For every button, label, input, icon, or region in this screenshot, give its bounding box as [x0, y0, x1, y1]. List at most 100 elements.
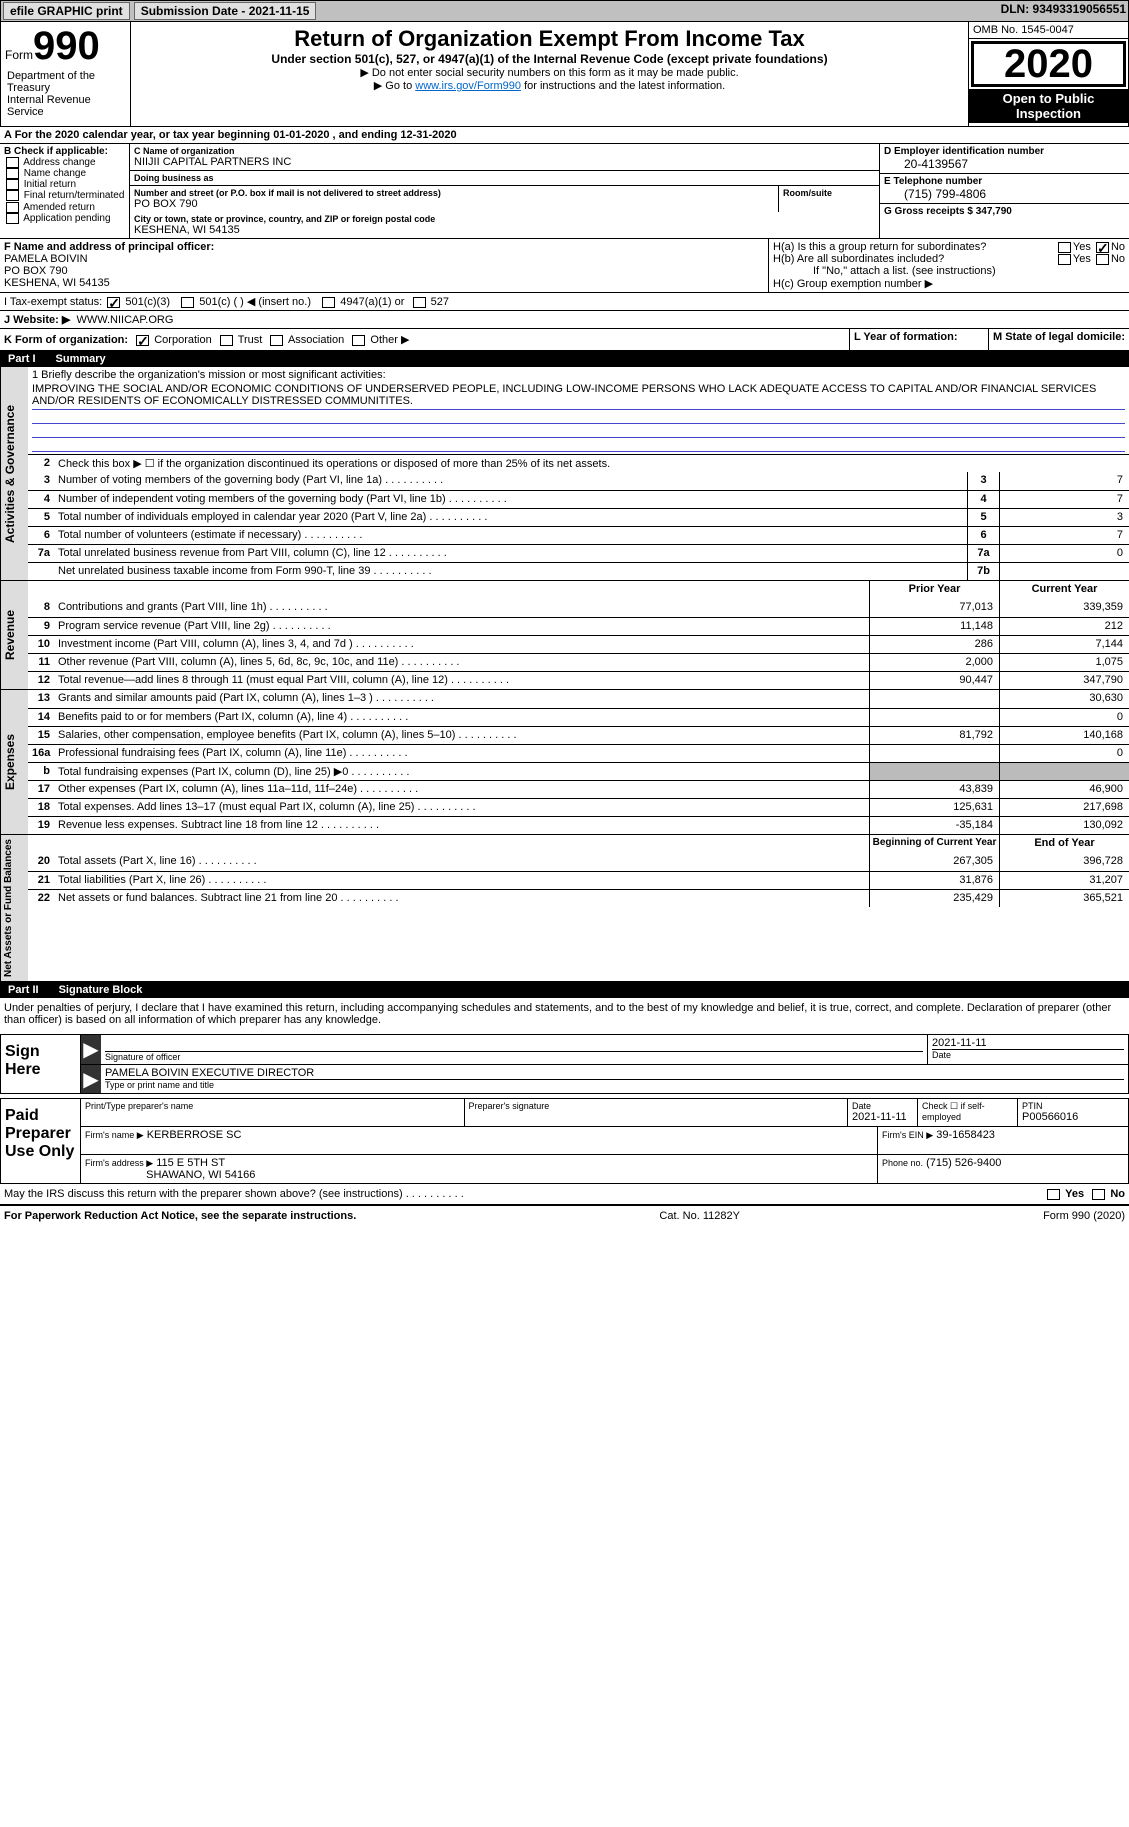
org-name: NIIJII CAPITAL PARTNERS INC — [134, 156, 875, 168]
cb-other[interactable] — [352, 335, 365, 346]
discuss-row: May the IRS discuss this return with the… — [0, 1184, 1129, 1205]
table-row: 16a Professional fundraising fees (Part … — [28, 744, 1129, 762]
end-year-header: End of Year — [999, 835, 1129, 853]
form-org-label: K Form of organization: — [4, 334, 128, 346]
phone-label: E Telephone number — [884, 176, 1125, 187]
block-b-c-d: B Check if applicable: Address change Na… — [0, 144, 1129, 239]
block-d: D Employer identification number 20-4139… — [879, 144, 1129, 238]
cb-trust[interactable] — [220, 335, 233, 346]
firm-addr2: SHAWANO, WI 54166 — [146, 1169, 255, 1181]
firm-phone: (715) 526-9400 — [926, 1157, 1001, 1169]
block-f: F Name and address of principal officer:… — [0, 239, 769, 292]
table-row: 13 Grants and similar amounts paid (Part… — [28, 690, 1129, 708]
revenue-side: Revenue — [0, 581, 28, 689]
row-k: K Form of organization: Corporation Trus… — [0, 329, 1129, 351]
tax-year: 2020 — [971, 41, 1126, 87]
city-label: City or town, state or province, country… — [134, 214, 875, 224]
table-row: Net unrelated business taxable income fr… — [28, 562, 1129, 580]
firm-ein-label: Firm's EIN ▶ — [882, 1130, 933, 1140]
paid-preparer-section: Paid Preparer Use Only Print/Type prepar… — [0, 1098, 1129, 1184]
table-row: 8 Contributions and grants (Part VIII, l… — [28, 599, 1129, 617]
officer-name: PAMELA BOIVIN — [4, 253, 764, 265]
discuss-label: May the IRS discuss this return with the… — [4, 1188, 464, 1200]
table-row: 3 Number of voting members of the govern… — [28, 472, 1129, 490]
year-formation-label: L Year of formation: — [854, 331, 958, 343]
dln: DLN: 93493319056551 — [1001, 2, 1126, 20]
expenses-section: Expenses 13 Grants and similar amounts p… — [0, 690, 1129, 835]
irs-link[interactable]: www.irs.gov/Form990 — [415, 80, 521, 92]
table-row: 9 Program service revenue (Part VIII, li… — [28, 617, 1129, 635]
sign-here-label: Sign Here — [1, 1035, 81, 1093]
footer: For Paperwork Reduction Act Notice, see … — [0, 1205, 1129, 1226]
hc-label: H(c) Group exemption number ▶ — [773, 277, 1125, 290]
city: KESHENA, WI 54135 — [134, 224, 875, 236]
blank-line — [32, 410, 1125, 424]
table-row: 20 Total assets (Part X, line 16) 267,30… — [28, 853, 1129, 871]
org-name-label: C Name of organization — [134, 146, 875, 156]
netassets-section: Net Assets or Fund Balances Beginning of… — [0, 835, 1129, 982]
table-row: 10 Investment income (Part VIII, column … — [28, 635, 1129, 653]
revenue-header: Prior Year Current Year — [28, 581, 1129, 599]
ein-label: D Employer identification number — [884, 146, 1125, 157]
part1-title: Summary — [56, 353, 106, 365]
cb-initial-return[interactable]: Initial return — [4, 179, 125, 190]
row-f-h: F Name and address of principal officer:… — [0, 239, 1129, 293]
cb-501c[interactable] — [181, 297, 194, 308]
state-domicile-label: M State of legal domicile: — [993, 331, 1125, 343]
hb-label: H(b) Are all subordinates included? — [773, 253, 944, 265]
cb-4947[interactable] — [322, 297, 335, 308]
street: PO BOX 790 — [134, 198, 774, 210]
table-row: 17 Other expenses (Part IX, column (A), … — [28, 780, 1129, 798]
sign-date-label: Date — [932, 1049, 1124, 1060]
cb-association[interactable] — [270, 335, 283, 346]
governance-side: Activities & Governance — [0, 367, 28, 580]
cb-discuss-yes[interactable] — [1047, 1189, 1060, 1200]
penalties-text: Under penalties of perjury, I declare th… — [0, 998, 1129, 1030]
dba-label: Doing business as — [134, 173, 875, 183]
self-employed-label: Check ☐ if self-employed — [922, 1101, 1013, 1122]
table-row: 4 Number of independent voting members o… — [28, 490, 1129, 508]
header-right: OMB No. 1545-0047 2020 Open to Public In… — [968, 22, 1128, 126]
cb-corporation[interactable] — [136, 335, 149, 346]
cb-501c3[interactable] — [107, 297, 120, 308]
block-b: B Check if applicable: Address change Na… — [0, 144, 130, 238]
blank-line — [32, 438, 1125, 452]
cb-527[interactable] — [413, 297, 426, 308]
cb-application-pending[interactable]: Application pending — [4, 213, 125, 224]
preparer-sig-label: Preparer's signature — [469, 1101, 844, 1111]
cb-final-return[interactable]: Final return/terminated — [4, 190, 125, 201]
sign-here-section: Sign Here ▶ Signature of officer 2021-11… — [0, 1034, 1129, 1094]
firm-name: KERBERROSE SC — [147, 1129, 242, 1141]
room-label: Room/suite — [783, 188, 875, 198]
table-row: 22 Net assets or fund balances. Subtract… — [28, 889, 1129, 907]
firm-name-label: Firm's name ▶ — [85, 1130, 144, 1140]
block-b-header: B Check if applicable: — [4, 146, 125, 157]
mission-text: IMPROVING THE SOCIAL AND/OR ECONOMIC CON… — [32, 381, 1125, 410]
cb-discuss-no[interactable] — [1092, 1189, 1105, 1200]
table-row: 19 Revenue less expenses. Subtract line … — [28, 816, 1129, 834]
begin-year-header: Beginning of Current Year — [869, 835, 999, 853]
note-ssn: ▶ Do not enter social security numbers o… — [135, 66, 964, 79]
cb-name-change[interactable]: Name change — [4, 168, 125, 179]
paid-preparer-label: Paid Preparer Use Only — [1, 1099, 81, 1183]
mission-label: 1 Briefly describe the organization's mi… — [32, 369, 1125, 381]
hb-note: If "No," attach a list. (see instruction… — [773, 265, 1125, 277]
omb-number: OMB No. 1545-0047 — [969, 22, 1128, 39]
note-link: ▶ Go to www.irs.gov/Form990 for instruct… — [135, 79, 964, 92]
cb-address-change[interactable]: Address change — [4, 157, 125, 168]
table-row: 15 Salaries, other compensation, employe… — [28, 726, 1129, 744]
cb-amended[interactable]: Amended return — [4, 202, 125, 213]
table-row: b Total fundraising expenses (Part IX, c… — [28, 762, 1129, 780]
form-number-block: Form990 Department of the Treasury Inter… — [1, 22, 131, 126]
footer-mid: Cat. No. 11282Y — [659, 1210, 740, 1222]
blank-line — [32, 424, 1125, 438]
form-title: Return of Organization Exempt From Incom… — [135, 26, 964, 52]
website-label: J Website: ▶ — [4, 314, 70, 326]
row-i: I Tax-exempt status: 501(c)(3) 501(c) ( … — [0, 293, 1129, 311]
department: Department of the Treasury Internal Reve… — [5, 66, 126, 122]
table-row: 14 Benefits paid to or for members (Part… — [28, 708, 1129, 726]
form-word: Form — [5, 48, 33, 62]
period-row: A For the 2020 calendar year, or tax yea… — [0, 127, 1129, 144]
efile-button[interactable]: efile GRAPHIC print — [3, 2, 130, 20]
website: WWW.NIICAP.ORG — [76, 314, 173, 326]
